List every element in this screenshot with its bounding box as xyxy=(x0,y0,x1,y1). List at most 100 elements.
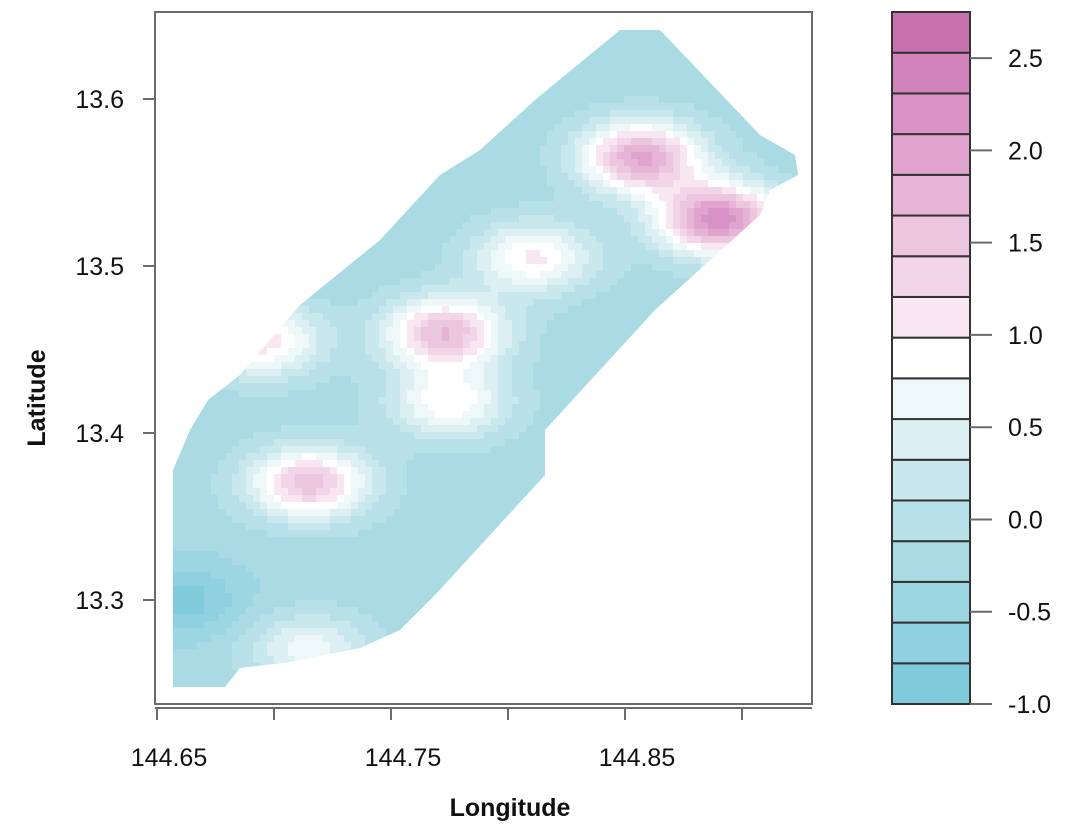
heatmap-cell xyxy=(379,30,387,34)
heatmap-cell xyxy=(330,243,338,251)
heatmap-cell xyxy=(638,96,646,104)
heatmap-cell xyxy=(659,173,667,181)
heatmap-cell xyxy=(589,208,597,216)
heatmap-cell xyxy=(232,194,240,202)
heatmap-cell xyxy=(414,271,422,279)
heatmap-cell xyxy=(351,376,359,384)
heatmap-cell xyxy=(288,19,296,27)
heatmap-cell xyxy=(421,138,429,146)
heatmap-cell xyxy=(372,96,380,104)
heatmap-cell xyxy=(722,285,730,293)
heatmap-cell xyxy=(211,208,219,216)
heatmap-cell xyxy=(484,376,492,384)
heatmap-cell xyxy=(505,355,513,363)
heatmap-cell xyxy=(680,30,688,34)
heatmap-cell xyxy=(232,180,240,188)
heatmap-cell xyxy=(799,327,807,335)
heatmap-cell xyxy=(239,138,247,146)
heatmap-cell xyxy=(358,376,366,384)
heatmap-cell xyxy=(792,355,798,363)
heatmap-cell xyxy=(190,117,198,125)
heatmap-cell xyxy=(204,229,212,237)
heatmap-cell xyxy=(638,362,646,370)
heatmap-cell xyxy=(218,334,226,342)
heatmap-cell xyxy=(281,82,289,90)
heatmap-cell xyxy=(673,292,681,300)
heatmap-cell xyxy=(498,131,506,139)
heatmap-cell xyxy=(267,180,275,188)
heatmap-cell xyxy=(575,30,583,34)
heatmap-cell xyxy=(323,30,331,34)
heatmap-cell xyxy=(225,166,233,174)
heatmap-cell xyxy=(316,271,324,279)
heatmap-cell xyxy=(316,257,324,265)
heatmap-cell xyxy=(736,173,744,181)
heatmap-cell xyxy=(477,47,485,55)
heatmap-cell xyxy=(337,40,345,48)
heatmap-cell xyxy=(358,12,366,20)
heatmap-cell xyxy=(498,19,506,27)
heatmap-cell xyxy=(330,292,338,300)
heatmap-cell xyxy=(477,264,485,272)
heatmap-cell xyxy=(267,89,275,97)
heatmap-cell xyxy=(309,138,317,146)
heatmap-cell xyxy=(708,243,716,251)
heatmap-cell xyxy=(694,236,702,244)
heatmap-cell xyxy=(575,75,583,83)
heatmap-cell xyxy=(176,166,184,174)
heatmap-cell xyxy=(197,82,205,90)
heatmap-cell xyxy=(764,285,772,293)
heatmap-cell xyxy=(603,229,611,237)
heatmap-cell xyxy=(211,376,219,384)
heatmap-cell xyxy=(547,334,555,342)
heatmap-cell xyxy=(708,376,716,384)
heatmap-cell xyxy=(554,215,562,223)
heatmap-cell xyxy=(344,117,352,125)
heatmap-cell xyxy=(302,278,310,286)
heatmap-cell xyxy=(225,229,233,237)
heatmap-cell xyxy=(379,82,387,90)
heatmap-cell xyxy=(750,243,758,251)
heatmap-cell xyxy=(568,229,576,237)
heatmap-cell xyxy=(435,19,443,27)
heatmap-cell xyxy=(743,68,751,76)
heatmap-cell xyxy=(512,334,520,342)
heatmap-cell xyxy=(470,250,478,258)
heatmap-cell xyxy=(428,75,436,83)
heatmap-cell xyxy=(624,30,632,34)
heatmap-cell xyxy=(267,187,275,195)
heatmap-cell xyxy=(750,54,758,62)
heatmap-cell xyxy=(288,180,296,188)
heatmap-cell xyxy=(617,19,625,27)
heatmap-cell xyxy=(295,334,303,342)
heatmap-cell xyxy=(253,138,261,146)
heatmap-cell xyxy=(218,194,226,202)
heatmap-cell xyxy=(582,194,590,202)
heatmap-cell xyxy=(645,159,653,167)
heatmap-cell xyxy=(540,376,548,384)
heatmap-cell xyxy=(526,264,534,272)
heatmap-cell xyxy=(197,264,205,272)
heatmap-cell xyxy=(708,110,716,118)
heatmap-cell xyxy=(309,159,317,167)
heatmap-cell xyxy=(337,30,345,34)
heatmap-cell xyxy=(173,376,177,384)
heatmap-cell xyxy=(407,334,415,342)
heatmap-cell xyxy=(323,187,331,195)
heatmap-cell xyxy=(260,152,268,160)
heatmap-cell xyxy=(190,341,198,349)
heatmap-cell xyxy=(589,40,597,48)
heatmap-cell xyxy=(372,285,380,293)
heatmap-cell xyxy=(736,306,744,314)
heatmap-cell xyxy=(547,201,555,209)
heatmap-cell xyxy=(435,341,443,349)
heatmap-cell xyxy=(715,75,723,83)
heatmap-cell xyxy=(197,145,205,153)
heatmap-cell xyxy=(729,355,737,363)
heatmap-cell xyxy=(232,152,240,160)
heatmap-cell xyxy=(708,124,716,132)
heatmap-cell xyxy=(190,194,198,202)
heatmap-cell xyxy=(197,376,205,384)
heatmap-cell xyxy=(267,68,275,76)
heatmap-cell xyxy=(638,306,646,314)
